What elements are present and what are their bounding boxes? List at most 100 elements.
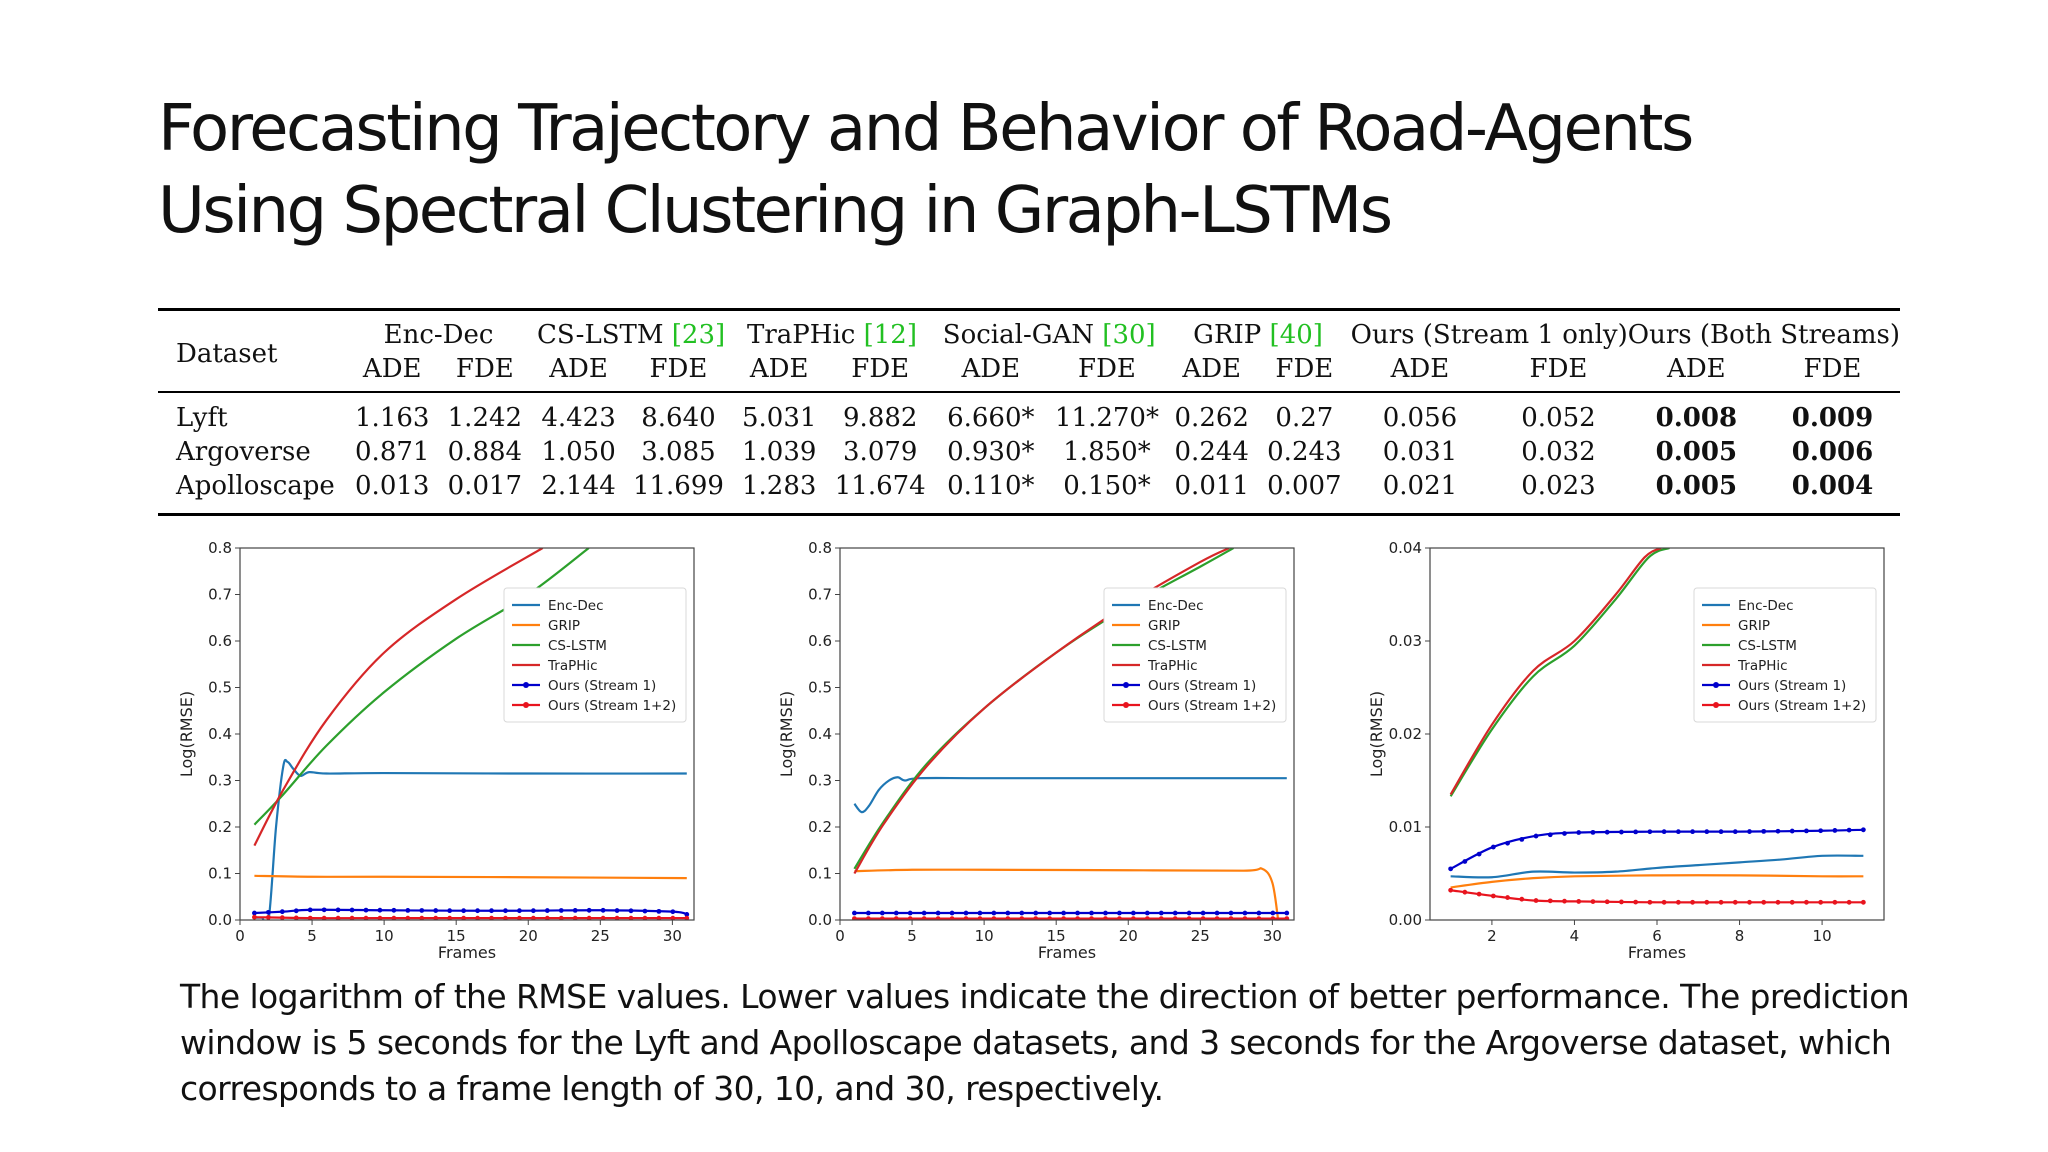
x-axis-label: Frames [438, 943, 496, 960]
table-cell: 2.144 [541, 471, 616, 501]
x-tick-label: 0 [235, 927, 245, 945]
series-marker-ours-stream-1-2 [1144, 916, 1150, 920]
series-marker-ours-stream-1-2 [1270, 916, 1276, 920]
series-marker-ours-stream-1-2 [1562, 898, 1567, 904]
series-marker-ours-stream-1 [475, 908, 480, 914]
table-cell-best: 0.006 [1791, 437, 1874, 467]
legend: Enc-Dec GRIP CS-LSTM TraPHic Ours (Stream 1)… [503, 587, 687, 723]
x-tick-label: 15 [1047, 927, 1066, 945]
row-label: Lyft [176, 403, 228, 433]
series-marker-ours-stream-1 [265, 909, 271, 915]
series-marker-ours-stream-1-2 [1747, 899, 1752, 905]
y-axis-label: Log(RMSE) [177, 691, 196, 777]
citation-link[interactable]: [40] [1269, 320, 1323, 350]
series-marker-ours-stream-1-2 [1019, 916, 1025, 920]
legend: Enc-Dec GRIP CS-LSTM TraPHic Ours (Stream 1)… [1693, 587, 1877, 723]
citation-link[interactable]: [30] [1102, 320, 1156, 350]
series-marker-ours-stream-1-2 [656, 915, 662, 920]
series-marker-ours-stream-1-2 [1242, 916, 1248, 920]
series-marker-ours-stream-1 [1675, 829, 1681, 835]
series-line-ours-stream-1-2 [1450, 889, 1864, 904]
series-marker-ours-stream-1-2 [517, 915, 522, 920]
y-axis-label: Log(RMSE) [777, 691, 796, 777]
series-marker-ours-stream-1 [307, 907, 313, 913]
table-cell: 3.085 [641, 437, 716, 467]
x-tick-label: 10 [375, 927, 394, 945]
legend-label-grip: GRIP [548, 618, 580, 634]
legend-label-ours-stream-1-2: Ours (Stream 1+2) [1148, 698, 1276, 714]
series-marker-ours-stream-1 [893, 910, 899, 916]
chart-apolloscape: 0.00 0.01 0.02 0.03 0.04 2 4 6 8 10 Frames Log(RMSE… [1367, 539, 1885, 960]
series-line-grip [854, 867, 1280, 920]
sub-header-ade: ADE [549, 354, 608, 384]
y-tick-label: 0.6 [208, 632, 232, 650]
table-cell: 0.007 [1267, 471, 1342, 501]
table-cell: 1.242 [447, 403, 523, 433]
table-row: Lyft 1.163 1.242 4.423 8.640 5.031 9.882… [158, 393, 1900, 435]
y-tick-label: 0.03 [1389, 632, 1422, 650]
table-cell: 11.699 [632, 471, 724, 501]
series-marker-ours-stream-1-2 [1284, 916, 1290, 920]
series-marker-ours-stream-1-2 [628, 915, 634, 920]
series-marker-ours-stream-1-2 [893, 916, 899, 920]
header-traphic: TraPHic [12] [747, 320, 917, 350]
x-tick-label: 0 [835, 927, 845, 945]
series-marker-ours-stream-1 [1103, 910, 1108, 916]
series-marker-ours-stream-1 [935, 910, 941, 916]
legend-marker-ours-stream-1-2 [1123, 702, 1129, 708]
series-marker-ours-stream-1 [1005, 910, 1011, 916]
series-marker-ours-stream-1-2 [1832, 899, 1838, 905]
series-marker-ours-stream-1 [1462, 859, 1468, 864]
series-marker-ours-stream-1-2 [642, 915, 648, 920]
y-tick-label: 0.8 [208, 539, 232, 557]
series-marker-ours-stream-1-2 [558, 915, 564, 920]
table-cell: 9.882 [843, 403, 918, 433]
x-tick-label: 25 [1191, 927, 1210, 945]
series-marker-ours-stream-1-2 [1490, 893, 1496, 899]
series-marker-ours-stream-1 [1661, 829, 1667, 835]
series-marker-ours-stream-1 [1019, 910, 1025, 916]
series-marker-ours-stream-1-2 [1256, 916, 1262, 920]
table-cell-best: 0.008 [1655, 403, 1738, 433]
legend-label-traphic: TraPHic [1737, 658, 1788, 674]
table-cell: 0.013 [355, 471, 430, 501]
series-marker-ours-stream-1-2 [1533, 898, 1539, 903]
series-marker-ours-stream-1 [1214, 910, 1220, 916]
table-row: Apolloscape 0.013 0.017 2.144 11.699 1.2… [158, 469, 1900, 515]
legend-label-ours-stream-1: Ours (Stream 1) [1148, 678, 1256, 694]
series-marker-ours-stream-1 [991, 910, 997, 916]
y-tick-label: 0.1 [808, 865, 832, 883]
series-marker-ours-stream-1-2 [977, 916, 983, 920]
series-marker-ours-stream-1-2 [1186, 916, 1192, 920]
citation-link[interactable]: [23] [671, 320, 726, 350]
series-marker-ours-stream-1 [1117, 910, 1122, 916]
series-marker-ours-stream-1-2 [489, 915, 494, 920]
legend-label-ours-stream-1: Ours (Stream 1) [548, 678, 656, 694]
series-marker-ours-stream-1 [1604, 829, 1610, 835]
table-cell: 0.243 [1267, 437, 1342, 467]
series-marker-ours-stream-1-2 [335, 915, 341, 920]
series-marker-ours-stream-1-2 [949, 916, 955, 920]
y-tick-label: 0.4 [208, 725, 232, 743]
series-marker-ours-stream-1 [628, 908, 634, 914]
series-marker-ours-stream-1 [558, 908, 564, 913]
series-marker-ours-stream-1-2 [405, 915, 411, 920]
citation-link[interactable]: [12] [863, 320, 917, 350]
series-marker-ours-stream-1 [1158, 910, 1164, 916]
series-marker-ours-stream-1-2 [419, 915, 425, 920]
table-cell-best: 0.009 [1791, 403, 1874, 433]
figure-caption: The logarithm of the RMSE values. Lower … [180, 977, 1910, 1108]
x-tick-label: 25 [591, 927, 610, 945]
series-marker-ours-stream-1 [419, 908, 425, 913]
series-marker-ours-stream-1 [670, 909, 676, 915]
series-marker-ours-stream-1 [1075, 910, 1080, 916]
series-marker-ours-stream-1 [1860, 827, 1866, 833]
series-marker-ours-stream-1 [1047, 910, 1053, 916]
dataset-header: Dataset [176, 339, 278, 369]
y-tick-label: 0.3 [808, 772, 832, 790]
table-cell: 0.021 [1382, 471, 1458, 501]
table-cell: 0.032 [1521, 437, 1596, 467]
table-cell: 1.163 [355, 403, 430, 433]
series-marker-ours-stream-1-2 [1690, 899, 1695, 905]
x-tick-label: 6 [1652, 927, 1662, 945]
